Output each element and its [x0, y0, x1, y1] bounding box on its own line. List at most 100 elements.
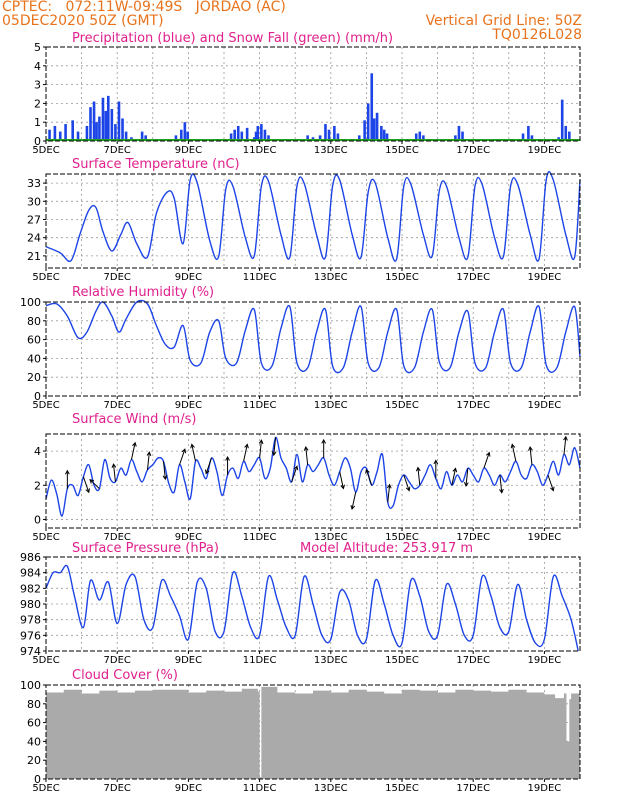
- y-tick-label: 2: [34, 479, 41, 492]
- y-tick-label: 40: [27, 352, 41, 365]
- y-tick-label: 24: [27, 232, 41, 245]
- wind-arrowhead: [563, 435, 568, 441]
- precip-bar: [324, 124, 327, 141]
- y-tick-label: 980: [20, 598, 41, 611]
- wind-arrow: [179, 449, 186, 465]
- precip-bar: [107, 95, 110, 141]
- y-tick-label: 21: [27, 250, 41, 263]
- x-tick-label: 17DEC: [456, 532, 490, 543]
- precip-bar: [229, 133, 233, 141]
- wind-arrow: [547, 474, 554, 491]
- precip-bar: [174, 135, 178, 141]
- precip-bar: [366, 103, 370, 141]
- y-tick-label: 80: [27, 315, 41, 328]
- wind-arrow: [403, 474, 410, 491]
- wind-arrow: [499, 474, 503, 493]
- precip-bar: [121, 118, 124, 141]
- wind-arrowhead: [386, 483, 392, 489]
- panel-frame: [45, 301, 581, 397]
- wind-arrow: [113, 464, 116, 482]
- wind-arrow: [365, 469, 373, 486]
- precip-bar: [375, 112, 379, 141]
- panel-subtitle: Model Altitude: 253.917 m: [300, 541, 473, 556]
- precip-bar: [260, 124, 263, 141]
- x-tick-label: 5DEC: [32, 272, 59, 283]
- x-tick-label: 9DEC: [175, 655, 202, 666]
- precip-bar: [422, 135, 425, 141]
- precip-bar: [114, 124, 117, 141]
- x-tick-label: 7DEC: [104, 783, 131, 794]
- precip-bar: [92, 101, 96, 141]
- x-tick-label: 13DEC: [314, 783, 348, 794]
- wind-arrow: [417, 467, 421, 486]
- x-tick-label: 19DEC: [528, 400, 562, 411]
- series-line: [45, 299, 581, 374]
- wind-arrowhead: [271, 451, 277, 457]
- x-tick-label: 17DEC: [456, 783, 490, 794]
- x-tick-label: 13DEC: [314, 532, 348, 543]
- precip-bar: [306, 135, 309, 141]
- wind-arrowhead: [190, 443, 195, 449]
- wind-arrowhead: [415, 466, 421, 472]
- precip-bar: [521, 133, 525, 141]
- y-tick-label: 978: [20, 614, 41, 627]
- x-tick-label: 5DEC: [32, 145, 59, 156]
- precip-bar: [117, 101, 121, 141]
- precip-bar: [380, 125, 383, 141]
- precip-bar: [76, 131, 80, 141]
- wind-arrowhead: [510, 443, 516, 449]
- y-tick-label: 100: [20, 679, 41, 692]
- precip-bar: [186, 131, 189, 141]
- wind-arrowhead: [452, 467, 458, 473]
- x-tick-label: 17DEC: [456, 655, 490, 666]
- precip-bar: [256, 125, 260, 141]
- precip-bar: [240, 131, 244, 141]
- panel-title: Relative Humidity (%): [72, 285, 214, 300]
- wind-arrow: [387, 484, 391, 503]
- y-tick-label: 986: [20, 551, 41, 564]
- wind-arrowhead: [146, 451, 152, 457]
- panel-frame: [45, 173, 581, 269]
- wind-arrow: [82, 476, 90, 493]
- precip-bar: [53, 125, 57, 141]
- x-tick-label: 7DEC: [104, 145, 131, 156]
- grid-note: Vertical Grid Line: 50Z: [425, 13, 582, 29]
- x-tick-label: 5DEC: [32, 655, 59, 666]
- wind-arrowhead: [293, 465, 299, 471]
- y-tick-label: 2: [34, 97, 41, 110]
- precip-bar: [58, 131, 62, 141]
- wind-arrowhead: [550, 486, 555, 492]
- y-tick-label: 40: [27, 735, 41, 748]
- wind-arrow: [205, 457, 213, 474]
- y-tick-label: 0: [34, 773, 41, 786]
- precip-bar: [318, 135, 322, 141]
- x-tick-label: 19DEC: [528, 783, 562, 794]
- y-tick-label: 100: [20, 296, 41, 309]
- x-tick-label: 7DEC: [104, 272, 131, 283]
- x-tick-label: 9DEC: [175, 532, 202, 543]
- x-tick-label: 7DEC: [104, 400, 131, 411]
- x-tick-label: 19DEC: [528, 272, 562, 283]
- wind-arrowhead: [85, 488, 90, 494]
- wind-arrowhead: [89, 478, 95, 484]
- panel-title: Surface Temperature (nC): [72, 157, 240, 172]
- precip-bar: [104, 110, 108, 141]
- precip-bar: [568, 131, 571, 141]
- wind-arrowhead: [204, 469, 210, 475]
- series-line: [45, 436, 581, 517]
- precip-bar: [85, 125, 89, 141]
- precip-bar: [179, 129, 183, 141]
- wind-arrow: [146, 452, 150, 470]
- x-tick-label: 17DEC: [456, 400, 490, 411]
- precip-bar: [363, 120, 366, 141]
- precip-bar: [144, 135, 147, 141]
- y-tick-label: 33: [27, 177, 41, 190]
- panel-frame: [45, 46, 581, 142]
- x-tick-label: 17DEC: [456, 145, 490, 156]
- precip-bar: [64, 124, 67, 141]
- precip-bar: [357, 135, 361, 141]
- wind-arrowhead: [258, 439, 264, 445]
- precip-bar: [233, 129, 236, 141]
- panel-frame: [45, 684, 581, 780]
